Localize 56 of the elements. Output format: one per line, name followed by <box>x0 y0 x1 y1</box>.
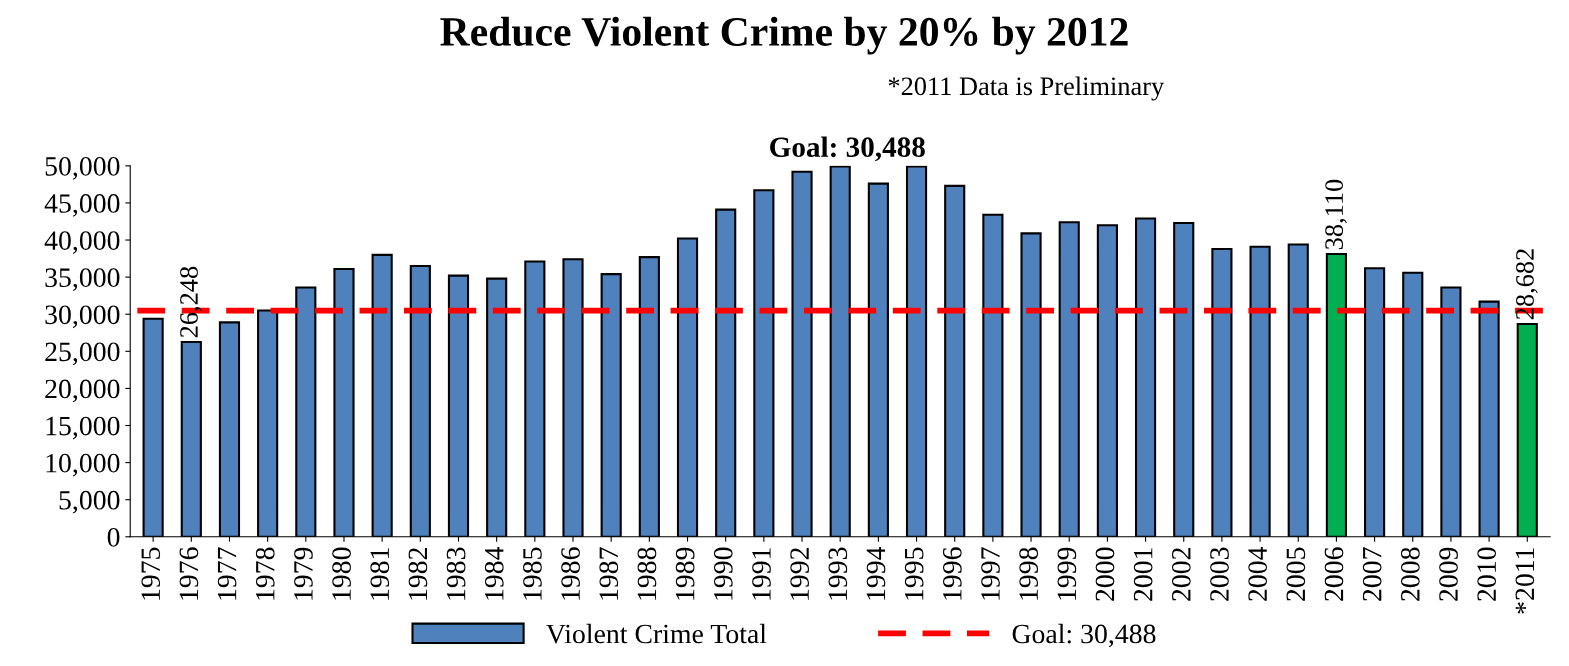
x-tick-label: 2007 <box>1362 547 1382 601</box>
x-tick-label: 1978 <box>255 547 275 600</box>
x-tick-label: 1980 <box>332 547 351 600</box>
x-tick-label: 2005 <box>1286 547 1306 601</box>
y-tick-label: 20,000 <box>45 379 120 403</box>
x-tick-label: 1985 <box>523 547 542 600</box>
y-tick-label: 0 <box>107 527 120 547</box>
data-label: 38,110 <box>1325 179 1347 250</box>
x-tick-label: 1999 <box>1057 547 1077 600</box>
legend-label: Goal: 30,488 <box>1012 623 1156 648</box>
y-tick-label: 30,000 <box>45 305 120 329</box>
x-tick-label: 1987 <box>599 547 619 600</box>
legend-label: Violent Crime Total <box>546 623 767 644</box>
x-tick-label: 1992 <box>790 548 809 600</box>
x-tick-label: 1997 <box>981 547 1000 600</box>
text: Goal: 30,488 <box>770 136 925 162</box>
chart-title: Reduce Violent Crime by 20% by 2012 <box>440 16 1128 55</box>
x-tick-label: 1991 <box>752 548 771 600</box>
x-tick-label: 1976 <box>179 547 199 600</box>
x-tick-label: 2009 <box>1439 547 1458 601</box>
x-tick-label: 1996 <box>943 547 962 600</box>
x-tick-label: 1984 <box>484 546 504 600</box>
y-tick-label: 50,000 <box>45 157 120 180</box>
y-tick-label: 5,000 <box>59 490 120 514</box>
y-tick-label: 15,000 <box>46 416 120 440</box>
y-tick-label: 35,000 <box>45 268 120 292</box>
y-tick-label: 45,000 <box>44 194 120 217</box>
x-tick-label: 1995 <box>904 547 924 600</box>
x-tick-label: 1977 <box>217 547 237 600</box>
y-tick-label: 25,000 <box>45 342 120 366</box>
x-tick-label: 1983 <box>446 547 466 600</box>
x-tick-label: 2003 <box>1210 547 1229 601</box>
x-tick-label: 1975 <box>141 547 161 600</box>
y-tick-label: 40,000 <box>44 231 120 254</box>
x-tick-label: 1988 <box>637 547 657 600</box>
x-tick-label: 2001 <box>1133 548 1153 601</box>
x-tick-label: 1998 <box>1019 547 1039 600</box>
x-tick-label: 2000 <box>1095 547 1115 601</box>
chart-subtitle: *2011 Data is Preliminary <box>888 76 1165 101</box>
x-tick-label: 1989 <box>675 547 695 600</box>
x-tick-label: 2006 <box>1324 547 1344 601</box>
x-tick-label: 1993 <box>828 547 848 600</box>
x-tick-label: 1990 <box>713 547 733 600</box>
x-tick-label: 2004 <box>1248 546 1268 601</box>
y-tick-label: 10,000 <box>46 453 120 477</box>
x-tick-label: 2002 <box>1171 548 1191 601</box>
x-tick-label: 1986 <box>561 547 580 600</box>
x-tick-label: 1994 <box>866 546 886 600</box>
x-tick-label: 1979 <box>294 547 313 600</box>
data-label: 28,682 <box>1516 249 1538 320</box>
data-label: 26,248 <box>180 266 202 338</box>
x-tick-label: 2010 <box>1477 547 1497 601</box>
x-tick-label: *2011 <box>1515 548 1535 614</box>
x-tick-label: 1981 <box>370 548 390 600</box>
x-tick-label: 2008 <box>1400 547 1420 601</box>
x-tick-label: 1982 <box>408 548 428 600</box>
